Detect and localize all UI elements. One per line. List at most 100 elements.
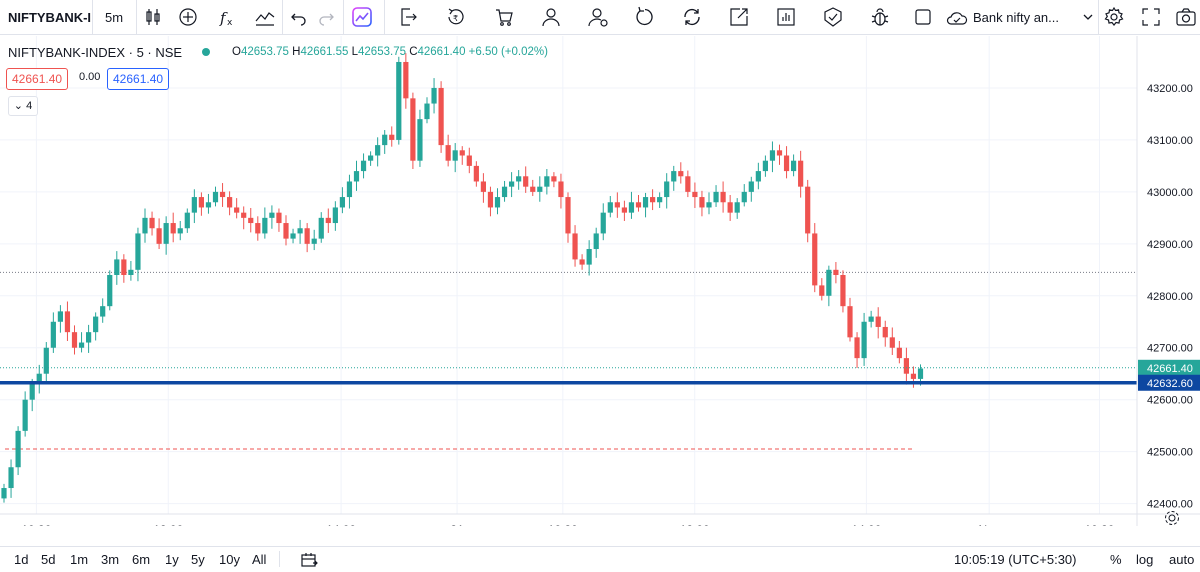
candle-body[interactable] [812, 233, 818, 286]
candle-body[interactable] [480, 181, 486, 192]
candle-body[interactable] [445, 145, 451, 161]
candle-body[interactable] [516, 176, 522, 182]
bug-icon[interactable] [866, 4, 894, 30]
candle-body[interactable] [107, 275, 113, 307]
candle-body[interactable] [1, 488, 7, 499]
candle-body[interactable] [720, 191, 726, 203]
undo-icon[interactable] [285, 4, 313, 30]
candle-body[interactable] [917, 368, 924, 379]
layout-selector[interactable]: Bank nifty an... [945, 0, 1095, 35]
range-3m[interactable]: 3m [101, 552, 120, 567]
candle-body[interactable] [847, 306, 853, 338]
candle-body[interactable] [530, 186, 536, 192]
drawing-icon[interactable] [348, 4, 376, 30]
candle-body[interactable] [191, 197, 197, 213]
candle-body[interactable] [875, 316, 881, 327]
candle-body[interactable] [868, 316, 874, 322]
price-chart[interactable]: 42400.00 42500.00 42600.00 42700.00 42800.00… [0, 36, 1200, 526]
redo-icon[interactable] [312, 4, 340, 30]
candle-body[interactable] [755, 171, 761, 182]
chevron-down-icon[interactable] [1074, 4, 1102, 30]
candle-body[interactable] [593, 233, 599, 250]
range-5y[interactable]: 5y [191, 552, 205, 567]
candle-body[interactable] [212, 191, 219, 203]
candle-body[interactable] [255, 223, 261, 234]
candle-body[interactable] [86, 332, 92, 343]
legend-symbol[interactable]: NIFTYBANK-INDEX · 5 · NSE [8, 45, 183, 60]
candle-body[interactable] [727, 202, 733, 213]
candle-body[interactable] [262, 217, 268, 234]
candle-body[interactable] [769, 150, 776, 161]
candle-body[interactable] [36, 373, 42, 385]
candle-body[interactable] [15, 430, 21, 468]
square-icon[interactable] [909, 4, 937, 30]
candle-body[interactable] [699, 197, 705, 208]
candle-body[interactable] [156, 228, 162, 244]
candle-body[interactable] [410, 98, 416, 161]
percent-toggle[interactable]: % [1110, 552, 1122, 567]
candle-body[interactable] [706, 202, 712, 208]
reset-icon[interactable] [631, 4, 659, 30]
candle-body[interactable] [466, 155, 472, 166]
candle-body[interactable] [8, 467, 14, 489]
candle-body[interactable] [128, 269, 134, 275]
candle-body[interactable] [368, 155, 374, 161]
candle-body[interactable] [22, 399, 28, 431]
candle-body[interactable] [614, 202, 620, 208]
indicators-collapse-button[interactable]: ⌄ 4 [8, 96, 38, 116]
candle-body[interactable] [332, 207, 338, 224]
candle-body[interactable] [903, 358, 909, 374]
candle-body[interactable] [43, 347, 49, 374]
candle-body[interactable] [713, 191, 719, 203]
shield-icon[interactable] [819, 4, 847, 30]
candle-body[interactable] [621, 207, 627, 213]
candle-body[interactable] [389, 134, 395, 140]
candle-body[interactable] [417, 119, 423, 161]
replay-icon[interactable]: ₹ [442, 4, 470, 30]
candle-body[interactable] [509, 181, 515, 187]
candle-body[interactable] [375, 145, 381, 156]
candle-body[interactable] [339, 197, 345, 208]
candle-body[interactable] [290, 233, 296, 239]
candle-body[interactable] [403, 61, 409, 99]
candle-body[interactable] [671, 171, 677, 182]
refresh-icon[interactable] [678, 4, 706, 30]
auto-toggle[interactable]: auto [1169, 552, 1195, 567]
candle-body[interactable] [607, 202, 613, 213]
candle-body[interactable] [438, 87, 444, 146]
candle-body[interactable] [248, 217, 254, 224]
candle-body[interactable] [227, 197, 233, 208]
candle-body[interactable] [234, 207, 240, 213]
candle-body[interactable] [50, 321, 56, 348]
candle-body[interactable] [861, 321, 867, 359]
candle-body[interactable] [586, 249, 592, 265]
candle-body[interactable] [283, 223, 289, 239]
candle-body[interactable] [353, 171, 360, 182]
range-10y[interactable]: 10y [219, 552, 240, 567]
candle-body[interactable] [833, 269, 839, 275]
candle-body[interactable] [142, 217, 148, 234]
candle-body[interactable] [558, 181, 564, 198]
candle-body[interactable] [93, 316, 99, 333]
candle-body[interactable] [318, 217, 324, 239]
candle-body[interactable] [762, 160, 768, 172]
candle-body[interactable] [791, 160, 797, 172]
candle-body[interactable] [269, 212, 275, 218]
candle-body[interactable] [184, 212, 190, 229]
candle-body[interactable] [163, 223, 169, 244]
candle-body[interactable] [882, 326, 888, 338]
candle-body[interactable] [537, 186, 543, 192]
export-icon[interactable] [394, 4, 422, 30]
candle-body[interactable] [685, 176, 691, 192]
stats-icon[interactable] [772, 4, 800, 30]
candle-body[interactable] [635, 202, 642, 208]
candle-body[interactable] [734, 202, 740, 213]
candle-body[interactable] [424, 103, 430, 120]
log-toggle[interactable]: log [1136, 552, 1154, 567]
candle-body[interactable] [311, 238, 317, 244]
candle-body[interactable] [579, 259, 585, 265]
range-1y[interactable]: 1y [165, 552, 179, 567]
candle-body[interactable] [360, 160, 367, 172]
user-icon[interactable] [537, 4, 565, 30]
